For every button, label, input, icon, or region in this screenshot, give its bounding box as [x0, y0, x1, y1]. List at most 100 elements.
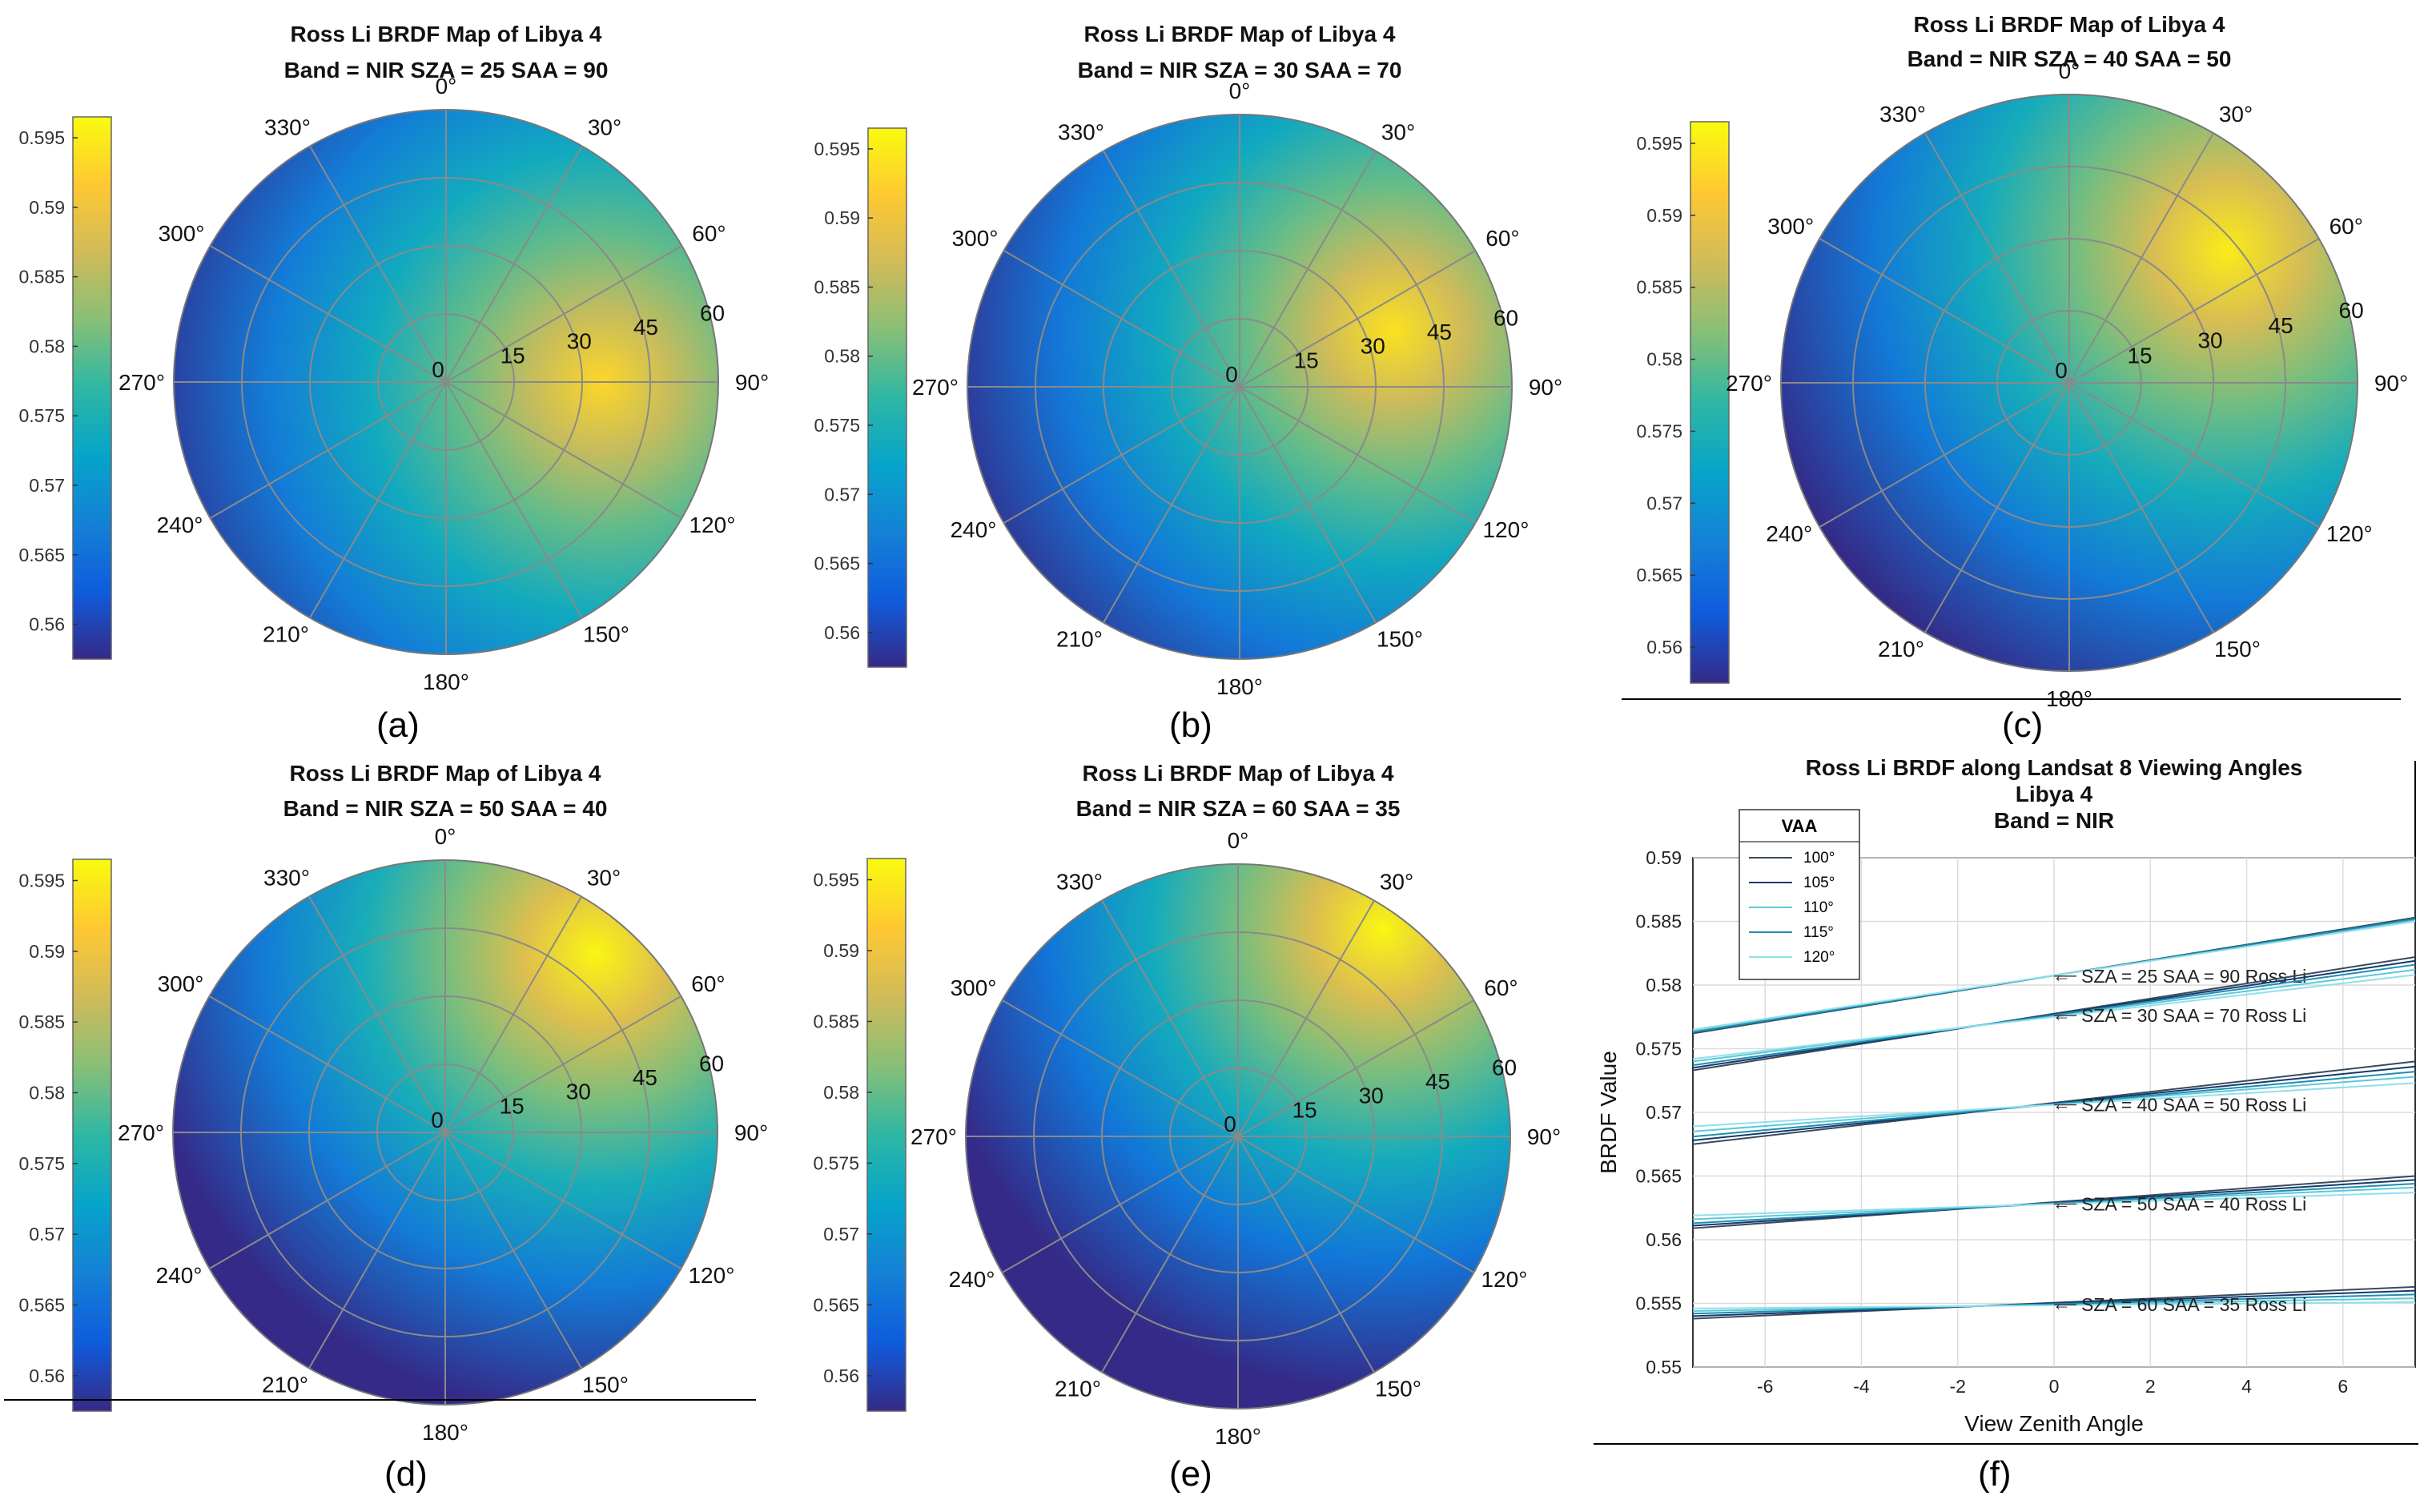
colorbar-tick-label: 0.57	[29, 475, 65, 496]
colorbar-tick-label: 0.59	[823, 940, 859, 961]
polar-grid-spoke	[1239, 386, 1476, 524]
polar-angle-label: 0°	[435, 824, 456, 849]
polar-angle-label: 0°	[1228, 828, 1249, 853]
colorbar-tick-label: 0.57	[29, 1224, 65, 1245]
panel-f: Ross Li BRDF along Landsat 8 Viewing Ang…	[1596, 755, 2416, 1494]
y-tick-label: 0.555	[1635, 1293, 1682, 1314]
legend: VAA 100° 105° 110° 115° 120°	[1739, 809, 1860, 980]
chart-title-line: Libya 4	[2016, 782, 2093, 806]
polar-angle-label: 30°	[588, 115, 621, 140]
polar-radius-label: 0	[432, 357, 444, 382]
panel-title: Ross Li BRDF Map of Libya 4	[1084, 22, 1396, 46]
polar-grid-spoke	[1103, 386, 1240, 623]
panel-label: (f)	[1978, 1454, 2012, 1494]
polar-grid-spoke	[309, 146, 447, 383]
colorbar-tick-label: 0.57	[1646, 493, 1682, 513]
colorbar-tick-label: 0.595	[813, 870, 859, 891]
polar-angle-label: 210°	[262, 1372, 308, 1397]
series-line	[1692, 963, 2416, 1067]
polar-angle-label: 210°	[1878, 637, 1924, 662]
polar-radius-label: 45	[633, 1065, 657, 1090]
colorbar-tick-label: 0.575	[1636, 420, 1682, 441]
polar-grid-spoke	[210, 381, 447, 519]
panel-e: Ross Li BRDF Map of Libya 4 Band = NIR SZ…	[813, 761, 1561, 1494]
colorbar-tick-label: 0.595	[814, 139, 860, 159]
series-group: ← SZA = 40 SAA = 50 Ross Li	[1692, 1060, 2416, 1145]
colorbar-tick-label: 0.585	[1636, 277, 1682, 298]
polar-angle-label: 240°	[156, 1263, 203, 1288]
polar-grid-spoke	[1819, 238, 2070, 384]
polar-angle-label: 180°	[422, 1420, 468, 1445]
polar-radius-label: 60	[1492, 1055, 1517, 1080]
legend-entry: 115°	[1803, 924, 1834, 941]
legend-entry: 110°	[1803, 899, 1834, 916]
x-tick-label: -6	[1757, 1376, 1773, 1397]
annotation-arrowhead: ←	[2052, 1093, 2071, 1114]
panel-b: Ross Li BRDF Map of Libya 4 Band = NIR SZ…	[814, 22, 1562, 745]
colorbar	[72, 859, 112, 1412]
x-tick-label: 4	[2241, 1376, 2252, 1397]
legend-box	[1739, 809, 1860, 980]
polar-angle-label: 30°	[1380, 870, 1413, 895]
colorbar-tick-label: 0.565	[1636, 565, 1682, 585]
colorbar	[1690, 121, 1730, 684]
polar-radius-label: 60	[1493, 305, 1518, 330]
polar-radius-label: 60	[700, 300, 725, 325]
chart-title-line: Ross Li BRDF along Landsat 8 Viewing Ang…	[1806, 755, 2303, 780]
y-tick-label: 0.575	[1635, 1039, 1682, 1060]
series-annotation: SZA = 30 SAA = 70 Ross Li	[2081, 1005, 2306, 1026]
series-annotation: SZA = 50 SAA = 40 Ross Li	[2081, 1193, 2306, 1214]
x-tick-label: 6	[2338, 1376, 2348, 1397]
polar-grid-spoke	[1237, 1136, 1375, 1373]
legend-entry: 120°	[1803, 949, 1835, 966]
polar-grid-spoke	[2068, 238, 2320, 384]
polar-angle-label: 330°	[1058, 120, 1104, 145]
colorbar-tick-label: 0.56	[1646, 637, 1682, 657]
series-annotation: SZA = 40 SAA = 50 Ross Li	[2081, 1094, 2306, 1115]
polar-grid-spoke	[445, 146, 583, 383]
polar-angle-label: 240°	[951, 517, 997, 542]
panel-a: Ross Li BRDF Map of Libya 4 Band = NIR SZ…	[18, 22, 769, 745]
polar-angle-label: 30°	[587, 866, 621, 891]
polar-angle-label: 300°	[1767, 214, 1814, 239]
series-line	[1692, 920, 2416, 1031]
panel-label: (a)	[376, 706, 420, 745]
x-tick-label: -4	[1853, 1376, 1870, 1397]
polar-angle-label: 240°	[949, 1267, 995, 1292]
y-axis-label: BRDF Value	[1596, 1051, 1621, 1174]
polar-radius-label: 15	[1294, 348, 1319, 372]
polar-angle-label: 90°	[2374, 371, 2408, 396]
series-group: ← SZA = 60 SAA = 35 Ross Li	[1692, 1285, 2416, 1320]
polar-angle-label: 0°	[2059, 58, 2080, 83]
polar-angle-label: 210°	[1055, 1376, 1101, 1401]
polar-grid-spoke	[2068, 132, 2214, 384]
y-tick-label: 0.56	[1646, 1229, 1682, 1250]
colorbar-tick-label: 0.585	[814, 276, 860, 297]
colorbar-tick-label: 0.565	[18, 1295, 65, 1316]
polar-angle-label: 180°	[1216, 674, 1263, 699]
colorbar	[866, 858, 906, 1412]
polar-grid-spoke	[308, 1132, 446, 1369]
y-tick-label: 0.565	[1635, 1166, 1682, 1187]
polar-angle-label: 330°	[264, 115, 311, 140]
series-line	[1692, 1293, 2416, 1315]
polar-grid-spoke	[1237, 900, 1375, 1137]
polar-angle-label: 120°	[2326, 521, 2373, 546]
polar-angle-label: 330°	[1056, 870, 1103, 895]
colorbar	[867, 127, 907, 668]
polar-angle-label: 180°	[423, 670, 469, 694]
polar-angle-label: 150°	[583, 621, 629, 646]
polar-radius-label: 15	[2127, 343, 2152, 368]
legend-entry: 105°	[1803, 875, 1835, 891]
annotation-arrowhead: ←	[2052, 1293, 2071, 1314]
x-axis-label: View Zenith Angle	[1964, 1411, 2144, 1436]
legend-entry: 100°	[1803, 850, 1835, 867]
colorbar-tick-label: 0.58	[824, 346, 860, 367]
polar-grid-spoke	[445, 381, 583, 618]
polar-angle-label: 300°	[159, 221, 205, 246]
colorbar-tick-label: 0.58	[29, 336, 65, 356]
polar-radius-label: 45	[633, 315, 658, 340]
polar-angle-label: 210°	[1056, 626, 1103, 651]
panel-label: (c)	[2002, 706, 2043, 745]
panel-label: (d)	[384, 1454, 428, 1494]
